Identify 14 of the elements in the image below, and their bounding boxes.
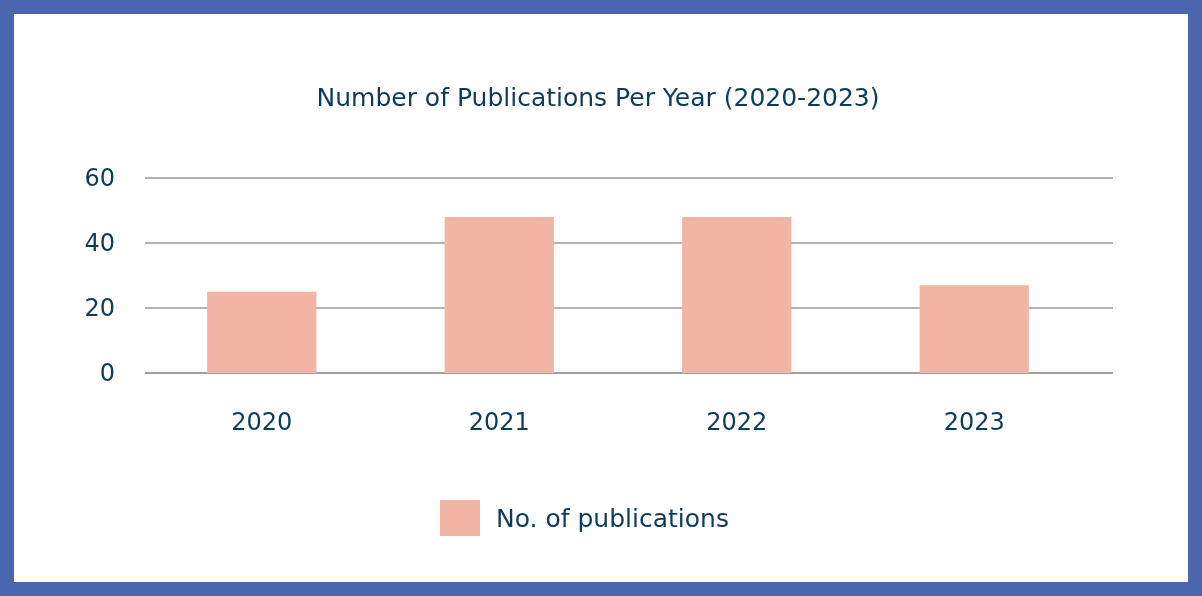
bar — [207, 291, 317, 373]
x-tick-label: 2020 — [231, 408, 293, 437]
bar — [919, 285, 1029, 373]
x-tick-label: 2021 — [468, 408, 530, 437]
y-tick-label: 60 — [84, 164, 115, 193]
x-tick-label: 2022 — [706, 408, 768, 437]
bar — [444, 217, 554, 373]
legend-label: No. of publications — [496, 504, 729, 533]
x-tick-label: 2023 — [943, 408, 1005, 437]
y-tick-label: 0 — [99, 359, 115, 388]
chart-title: Number of Publications Per Year (2020-2023) — [316, 83, 880, 112]
y-tick-label: 20 — [84, 294, 115, 323]
y-tick-label: 40 — [84, 229, 115, 258]
bar — [682, 217, 792, 373]
